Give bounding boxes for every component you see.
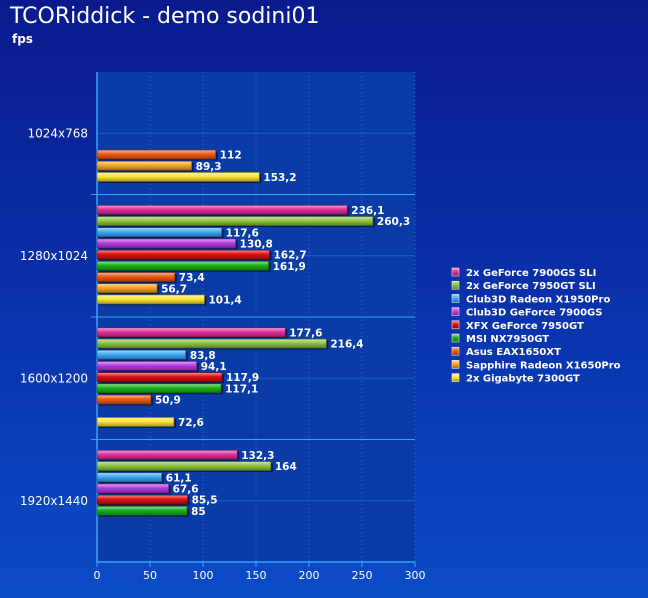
- x-tick-label: 150: [246, 569, 267, 582]
- bar-value-label: 236,1: [351, 205, 384, 217]
- bar: [96, 272, 176, 282]
- x-tick-label: 100: [193, 569, 214, 582]
- x-tick-label: 250: [352, 569, 373, 582]
- bar: [96, 483, 169, 494]
- bar: [96, 417, 175, 427]
- bar-value-label: 260,3: [377, 216, 410, 228]
- bar: [96, 494, 188, 505]
- bar-value-label: 61,1: [166, 472, 192, 484]
- legend-label: Sapphire Radeon X1650Pro: [466, 360, 621, 371]
- bar: [96, 283, 158, 294]
- bar-value-label: 73,4: [179, 272, 205, 284]
- bar-value-label: 216,4: [330, 339, 363, 351]
- bar: [96, 149, 217, 160]
- bar: [96, 361, 198, 371]
- legend-swatch: [451, 360, 460, 369]
- legend-swatch: [451, 333, 460, 343]
- bar: [96, 338, 327, 349]
- bar: [96, 227, 222, 238]
- bar-value-label: 117,1: [225, 383, 258, 395]
- bar: [96, 238, 236, 249]
- bar-value-label: 164: [275, 461, 297, 473]
- bar-value-label: 112: [220, 150, 242, 162]
- bar: [96, 383, 222, 394]
- bar: [96, 394, 152, 405]
- chart-title: TCORiddick - demo sodini01: [10, 4, 320, 29]
- bar-value-label: 117,6: [226, 227, 259, 239]
- legend-label: Club3D GeForce 7900GS: [466, 308, 602, 319]
- legend-label: Asus EAX1650XT: [466, 347, 561, 358]
- legend-label: 2x Gigabyte 7300GT: [466, 374, 580, 385]
- legend-label: XFX GeForce 7950GT: [466, 321, 584, 332]
- category-label: 1024x768: [27, 126, 88, 140]
- bar: [96, 472, 163, 483]
- x-tick-label: 50: [143, 569, 157, 582]
- category-label: 1600x1200: [20, 371, 88, 385]
- legend-swatch: [451, 346, 460, 356]
- bar-value-label: 130,8: [240, 238, 273, 250]
- bar-value-label: 56,7: [161, 283, 187, 295]
- bar-value-label: 67,6: [173, 483, 199, 495]
- x-tick-label: 300: [405, 569, 426, 582]
- bar: [96, 294, 205, 305]
- bar-value-label: 94,1: [201, 361, 227, 373]
- legend-swatch: [451, 267, 460, 277]
- legend-label: Club3D Radeon X1950Pro: [466, 294, 610, 305]
- bar: [96, 216, 374, 226]
- bar: [96, 205, 348, 215]
- bar: [96, 261, 269, 271]
- legend-swatch: [451, 373, 460, 382]
- bar-value-label: 161,9: [273, 261, 306, 273]
- bar-value-label: 83,8: [190, 350, 216, 362]
- bar-value-label: 50,9: [155, 395, 181, 407]
- x-tick-label: 0: [94, 569, 101, 582]
- bar-value-label: 72,6: [178, 417, 204, 429]
- bar-value-label: 117,9: [226, 372, 259, 384]
- bar: [96, 172, 260, 182]
- bar-value-label: 85,5: [192, 495, 218, 507]
- y-axis-label: fps: [12, 32, 33, 46]
- bar-value-label: 162,7: [273, 250, 306, 262]
- legend-swatch: [451, 280, 460, 290]
- category-label: 1280x1024: [20, 249, 88, 263]
- bar-value-label: 89,3: [196, 161, 222, 173]
- bar: [96, 160, 192, 171]
- bar: [96, 450, 238, 460]
- bar: [96, 372, 223, 382]
- bar-value-label: 132,3: [241, 450, 274, 462]
- bar: [96, 506, 188, 516]
- bar-value-label: 177,6: [289, 327, 322, 339]
- legend-swatch: [451, 320, 460, 330]
- legend-label: 2x GeForce 7900GS SLI: [466, 268, 596, 279]
- legend-swatch: [451, 294, 460, 303]
- legend-label: 2x GeForce 7950GT SLI: [466, 281, 596, 292]
- bar: [96, 327, 286, 338]
- bar: [96, 461, 272, 471]
- bar-value-label: 153,2: [263, 172, 296, 184]
- bar-value-label: 85: [191, 506, 206, 518]
- bar: [96, 249, 270, 260]
- legend-swatch: [451, 307, 460, 316]
- x-tick-label: 200: [299, 569, 320, 582]
- bar: [96, 349, 187, 360]
- category-label: 1920x1440: [20, 494, 88, 508]
- legend-label: MSI NX7950GT: [466, 334, 549, 345]
- bar-value-label: 101,4: [208, 294, 241, 306]
